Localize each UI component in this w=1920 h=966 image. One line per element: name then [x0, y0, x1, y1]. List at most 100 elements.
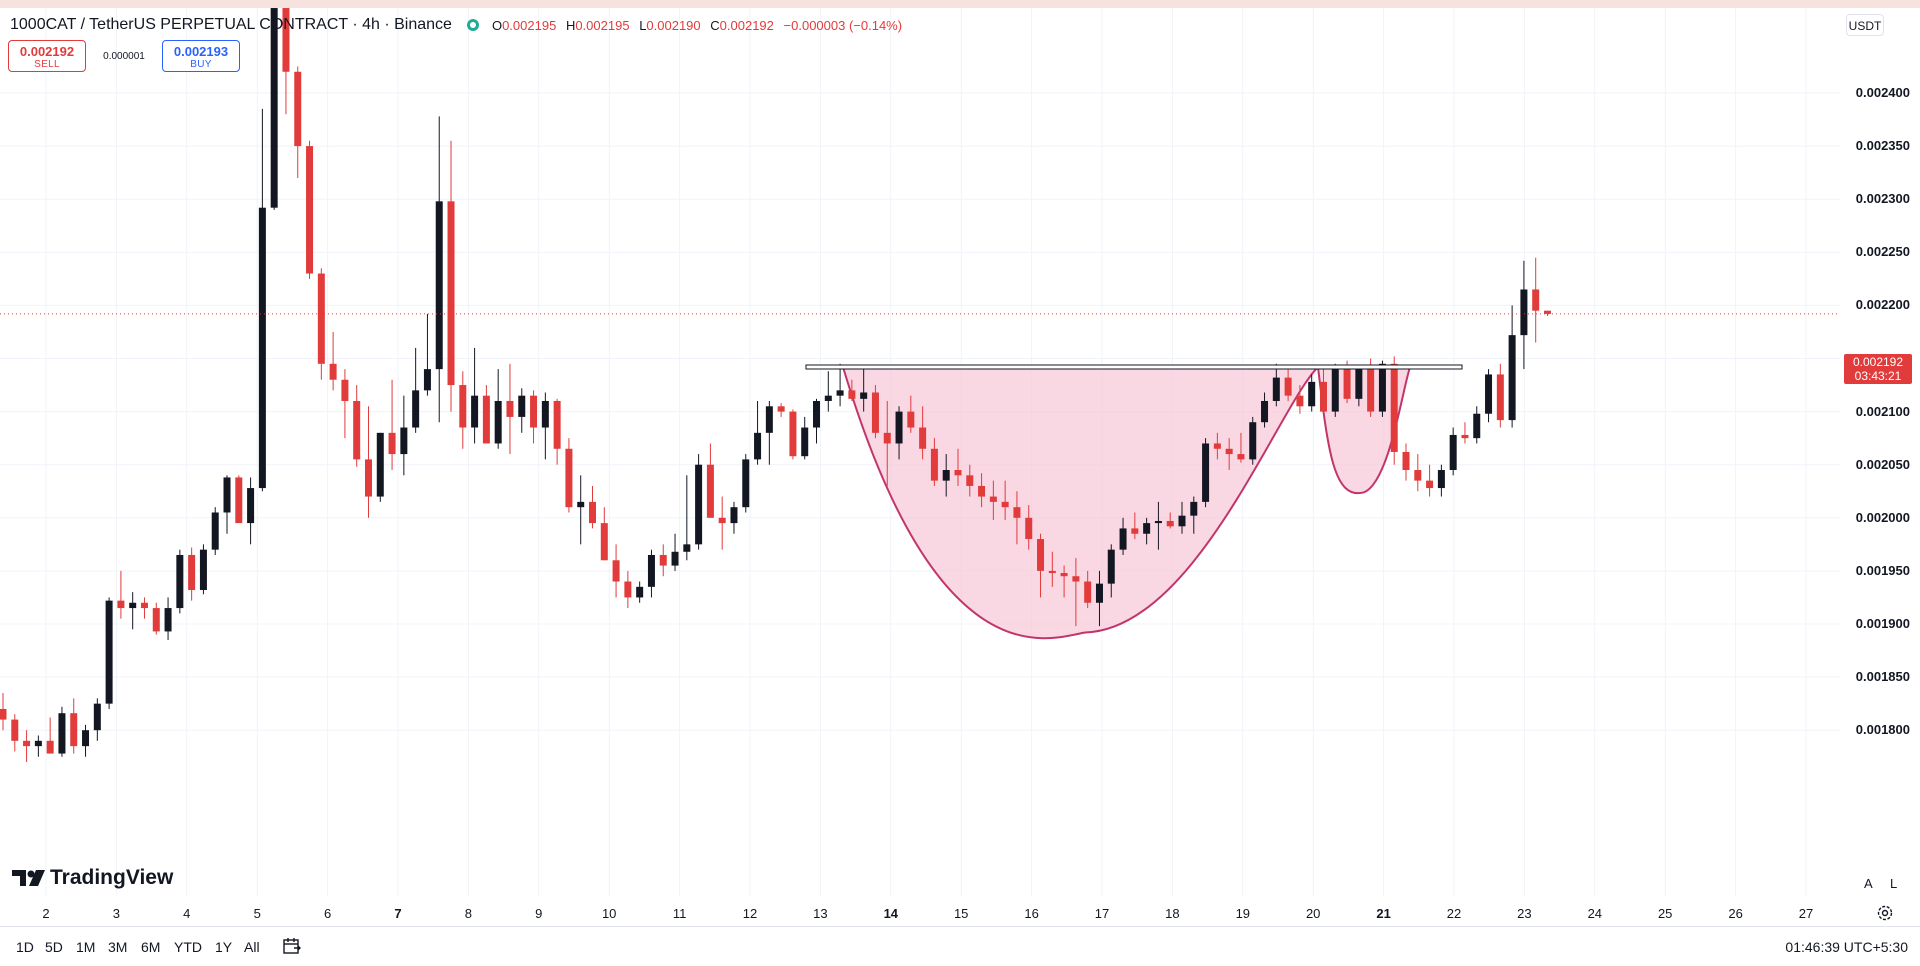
range-6m-button[interactable]: 6M: [141, 939, 161, 955]
candle-down: [978, 485, 986, 497]
buy-label: BUY: [190, 59, 212, 70]
price-tick-label: 0.001800: [1855, 722, 1910, 738]
candle-down: [907, 411, 915, 428]
range-1d-button[interactable]: 1D: [16, 939, 34, 955]
range-5d-button[interactable]: 5D: [45, 939, 63, 955]
candle-up: [423, 369, 431, 391]
candle-up: [400, 427, 408, 455]
cup-and-handle-pattern: [842, 366, 1411, 640]
candle-down: [1072, 576, 1080, 582]
time-tick-label: 17: [1094, 906, 1110, 921]
candle-down: [871, 392, 879, 433]
time-tick-label: 27: [1798, 906, 1814, 921]
candle-up: [671, 551, 679, 566]
candle-down: [589, 501, 596, 524]
candle-up: [860, 392, 868, 399]
symbol-title[interactable]: 1000CAT / TetherUS PERPETUAL CONTRACT · …: [10, 16, 452, 33]
candle-up: [471, 395, 479, 428]
candle-up: [754, 432, 762, 460]
range-1y-button[interactable]: 1Y: [215, 939, 233, 955]
candle-up: [683, 544, 691, 552]
currency-selector[interactable]: USDT: [1846, 14, 1884, 36]
time-tick-label: 23: [1517, 906, 1532, 921]
candle-down: [989, 496, 997, 502]
candle-down: [930, 448, 938, 481]
candle-down: [1237, 454, 1245, 460]
candle-up: [1355, 369, 1363, 399]
bottom-toolbar: 1D 5D 1M 3M 6M YTD 1Y All 01:46:39 UTC+5…: [0, 926, 1920, 966]
candle-down: [1060, 573, 1068, 577]
time-tick-label: 5: [253, 906, 261, 921]
candle-down: [46, 740, 54, 754]
settings-gear-icon[interactable]: [1876, 904, 1894, 922]
time-tick-label: 12: [742, 906, 758, 921]
time-tick-label: 19: [1235, 906, 1251, 921]
candle-up: [730, 507, 738, 524]
tradingview-logo-icon: [12, 870, 45, 886]
sell-label: SELL: [34, 59, 60, 70]
range-all-button[interactable]: All: [244, 939, 260, 955]
ohlc-values: O0.002195 H0.002195 L0.002190 C0.002192 …: [486, 18, 902, 33]
candle-down: [1296, 395, 1304, 407]
candle-up: [765, 406, 773, 433]
price-tick-label: 0.002350: [1855, 138, 1910, 154]
top-accent-strip: [0, 0, 1920, 8]
candle-down: [659, 554, 667, 566]
candle-up: [742, 459, 750, 508]
candle-down: [1013, 507, 1021, 518]
candlestick-chart[interactable]: [0, 8, 1840, 896]
candle-down: [1213, 443, 1221, 449]
candle-up: [93, 703, 101, 731]
time-tick-label: 3: [112, 906, 121, 921]
trade-panel: 0.002192 SELL 0.000001 0.002193 BUY: [8, 40, 240, 72]
price-tick-label: 0.001850: [1855, 669, 1910, 685]
last-price-value: 0.002192: [1852, 355, 1904, 369]
cup-outline: [842, 366, 1319, 640]
candle-up: [1249, 422, 1257, 460]
log-scale-button[interactable]: L: [1890, 876, 1898, 891]
candle-down: [1367, 369, 1375, 412]
candle-up: [1154, 520, 1162, 524]
candle-down: [1414, 470, 1422, 481]
time-tick-label: 13: [813, 906, 828, 921]
candle-up: [647, 554, 655, 587]
low-value: 0.002190: [646, 17, 701, 33]
candle-up: [58, 713, 66, 754]
time-tick-label: 21: [1376, 906, 1391, 921]
utc-clock[interactable]: 01:46:39 UTC+5:30: [1785, 939, 1908, 955]
range-ytd-button[interactable]: YTD: [174, 939, 202, 955]
candle-down: [506, 400, 514, 417]
candle-down: [1001, 501, 1009, 508]
chart-area[interactable]: [0, 8, 1840, 896]
candle-down: [1426, 480, 1434, 489]
range-3m-button[interactable]: 3M: [108, 939, 128, 955]
candle-down: [612, 560, 620, 582]
candle-down: [329, 363, 337, 380]
candle-up: [1308, 381, 1316, 407]
price-axis[interactable]: 0.002400 0.002350 0.002300 0.002250 0.002200…: [1840, 8, 1920, 896]
handle-outline: [1317, 366, 1411, 495]
candle-up: [164, 608, 172, 632]
calendar-icon[interactable]: [282, 936, 302, 956]
candle-up: [695, 464, 703, 545]
candle-up: [942, 470, 950, 481]
buy-button[interactable]: 0.002193 BUY: [162, 40, 240, 72]
sell-button[interactable]: 0.002192 SELL: [8, 40, 86, 72]
candle-down: [0, 708, 7, 720]
time-tick-label: 2: [42, 906, 50, 921]
candle-up: [824, 395, 832, 401]
change-value: −0.000003 (−0.14%): [783, 17, 903, 33]
time-tick-label: 4: [183, 906, 191, 921]
candle-up: [1261, 400, 1269, 423]
open-value: 0.002195: [502, 17, 557, 33]
neckline-line[interactable]: [805, 364, 1463, 370]
time-tick-label: 11: [672, 906, 687, 921]
candle-down: [388, 432, 396, 455]
time-tick-label: 16: [1024, 906, 1039, 921]
auto-scale-button[interactable]: A: [1864, 876, 1873, 891]
candle-up: [105, 600, 113, 704]
tradingview-logo[interactable]: TradingView: [12, 866, 173, 890]
time-tick-label: 7: [394, 906, 402, 921]
range-1m-button[interactable]: 1M: [76, 939, 96, 955]
price-tick-label: 0.002300: [1855, 191, 1910, 207]
